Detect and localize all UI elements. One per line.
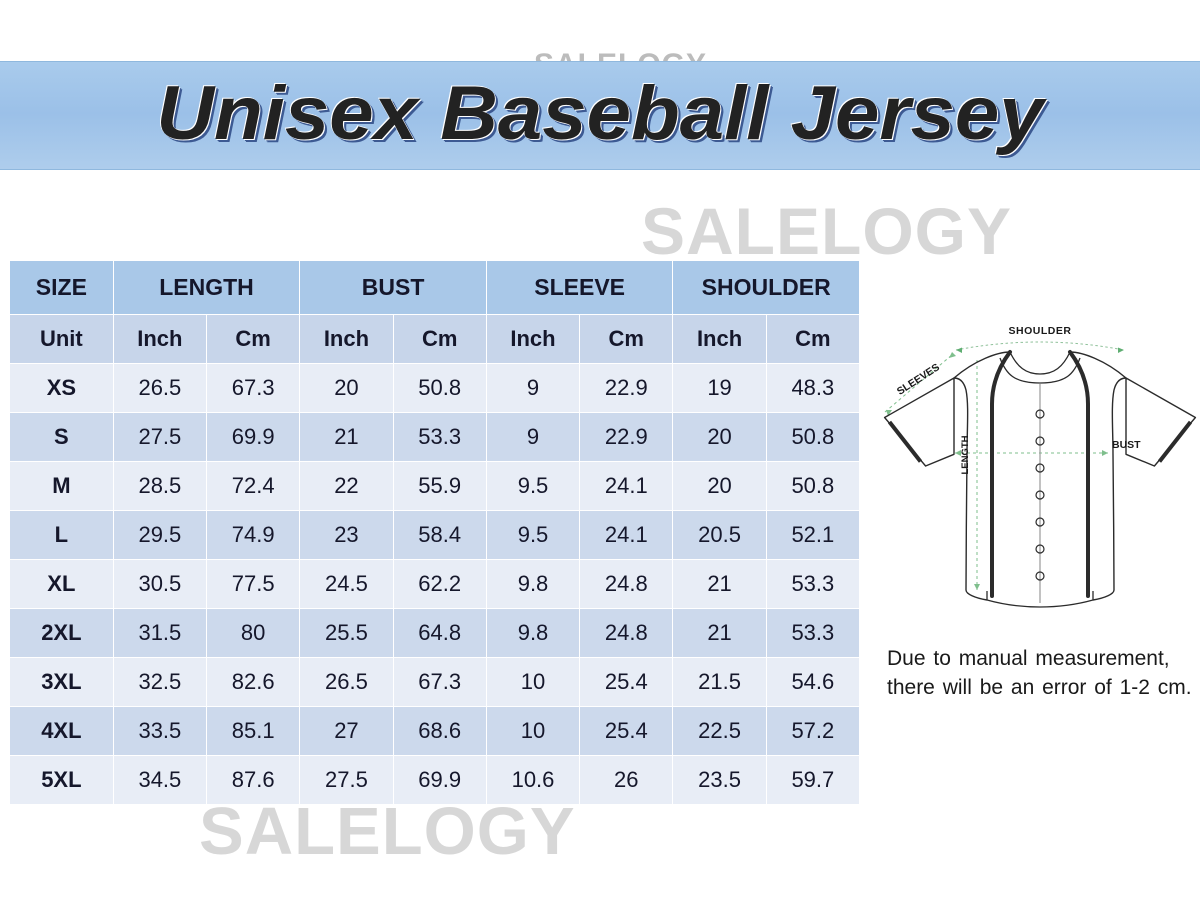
svg-text:LENGTH: LENGTH <box>960 435 971 474</box>
svg-text:BUST: BUST <box>1112 439 1141 451</box>
svg-text:SLEEVES: SLEEVES <box>895 361 942 397</box>
svg-text:SHOULDER: SHOULDER <box>1009 325 1072 337</box>
